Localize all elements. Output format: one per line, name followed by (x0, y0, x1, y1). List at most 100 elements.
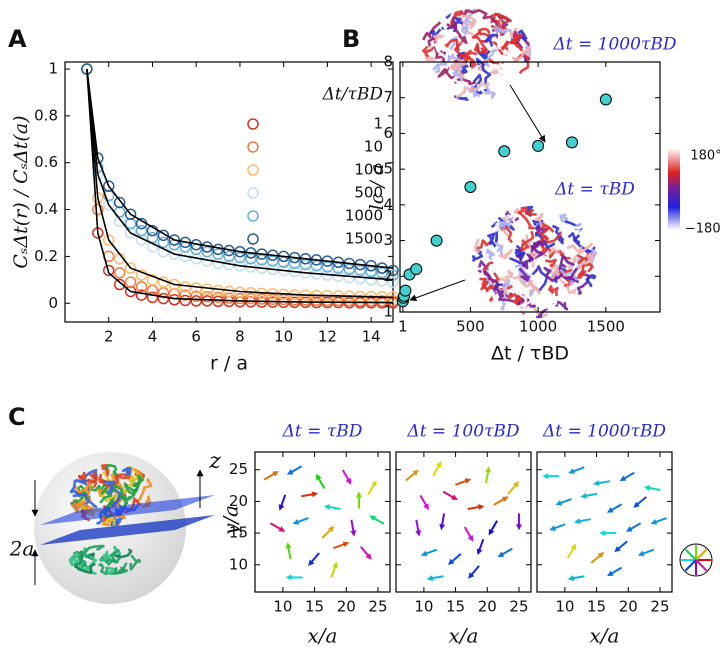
plot-frame (536, 451, 673, 593)
data-point (223, 285, 235, 298)
polymer-strand (453, 10, 463, 19)
wheel-spoke (695, 548, 708, 561)
data-point (102, 180, 115, 192)
arrow-head (415, 530, 422, 537)
x-tick-label: 10 (414, 598, 433, 616)
polymer-strand (497, 215, 514, 230)
fit-line (86, 68, 394, 304)
data-point (201, 245, 213, 258)
polymer-strand (573, 224, 592, 241)
polymer-strand (502, 285, 510, 301)
polymer-strand (490, 12, 508, 31)
arrow-head (342, 541, 350, 548)
arrow-head (451, 494, 458, 501)
data-point (256, 254, 268, 266)
arrow-head (637, 550, 645, 557)
polymer-strand (111, 484, 128, 500)
data-point (332, 262, 345, 274)
arrow-head (311, 491, 319, 498)
polymer-strand (537, 220, 555, 233)
polymer-strand (473, 92, 492, 102)
panel-title: Δt = τBD (282, 422, 363, 442)
data-point (157, 236, 170, 249)
panel-label: B (342, 25, 360, 53)
slab-plane (40, 515, 215, 545)
polymer-strand (558, 254, 575, 271)
polymer-strand (83, 544, 105, 554)
polymer-strand (534, 212, 544, 228)
polymer-strand (564, 255, 578, 269)
polymer-strand (506, 286, 521, 293)
x-tick-label: 8 (235, 328, 245, 346)
polymer-strand (115, 473, 132, 481)
polymer-strand (479, 277, 489, 293)
polymer-strand (460, 14, 477, 30)
data-point (113, 278, 126, 291)
data-point (113, 267, 126, 279)
data-point (532, 139, 545, 152)
polymer-strand (492, 222, 501, 232)
x-tick-label: 25 (368, 598, 387, 616)
polymer-strand (521, 297, 528, 312)
arrow-head (423, 503, 429, 511)
polymer-strand (432, 59, 448, 74)
polymer-strand (468, 88, 481, 98)
data-point (288, 257, 301, 270)
panel-title: Δt = 100τBD (406, 422, 520, 442)
polymer-strand (490, 221, 500, 243)
data-point (179, 294, 192, 307)
arrow-head (597, 551, 605, 559)
polymer-strand (579, 288, 590, 299)
y-tick-label: 7 (383, 88, 393, 106)
polymer-strand (468, 82, 491, 92)
polymer-strand (113, 566, 129, 575)
arrow-head (606, 570, 614, 577)
arrow-head (323, 504, 331, 511)
legend-label: 100 (354, 161, 383, 179)
polymer-strand (422, 21, 442, 41)
x-tick-label: 6 (191, 328, 201, 346)
data-point (277, 256, 290, 269)
arrow-head (555, 499, 563, 506)
data-point (223, 292, 235, 304)
x-axis-label: x/a (449, 624, 479, 648)
arrow-head (285, 542, 292, 549)
data-point (354, 272, 366, 285)
legend-marker (247, 164, 259, 176)
polymer-strand (471, 31, 489, 52)
arrow-head (355, 491, 362, 498)
arrow-head (426, 575, 434, 582)
legend-marker (247, 187, 259, 199)
x-tick-label: 10 (274, 328, 293, 346)
wheel-spoke (684, 559, 697, 572)
legend-label: 500 (354, 184, 383, 202)
y-axis-label: y/a (219, 505, 243, 536)
data-point (498, 145, 511, 158)
legend-label: 1 (373, 115, 383, 133)
polymer-strand (566, 242, 594, 255)
data-point (565, 136, 578, 149)
x-tick-label: 20 (619, 598, 638, 616)
data-point (157, 229, 170, 242)
x-tick-label: 1000 (519, 318, 557, 336)
x-tick-label: 12 (318, 328, 337, 346)
y-axis-label: lc / a (366, 164, 388, 211)
polymer-strand (531, 265, 549, 292)
polymer-strand (548, 247, 561, 255)
polymer-strand (129, 554, 142, 571)
polymer-strand (563, 267, 578, 281)
y-tick-label: 10 (229, 555, 248, 573)
polymer-strand (543, 266, 564, 283)
data-point (212, 291, 224, 304)
x-tick-label: 15 (446, 598, 465, 616)
polymer-strand (538, 296, 558, 310)
fit-line (86, 68, 394, 299)
polymer-strand (518, 267, 530, 282)
plot-frame (254, 451, 391, 593)
y-tick-label: 0.8 (34, 106, 58, 124)
polymer-strand (452, 59, 467, 70)
arrow-head (567, 575, 575, 582)
data-point (234, 292, 246, 305)
y-tick-label: 0.2 (34, 247, 58, 265)
legend-label: 1000 (345, 207, 383, 225)
